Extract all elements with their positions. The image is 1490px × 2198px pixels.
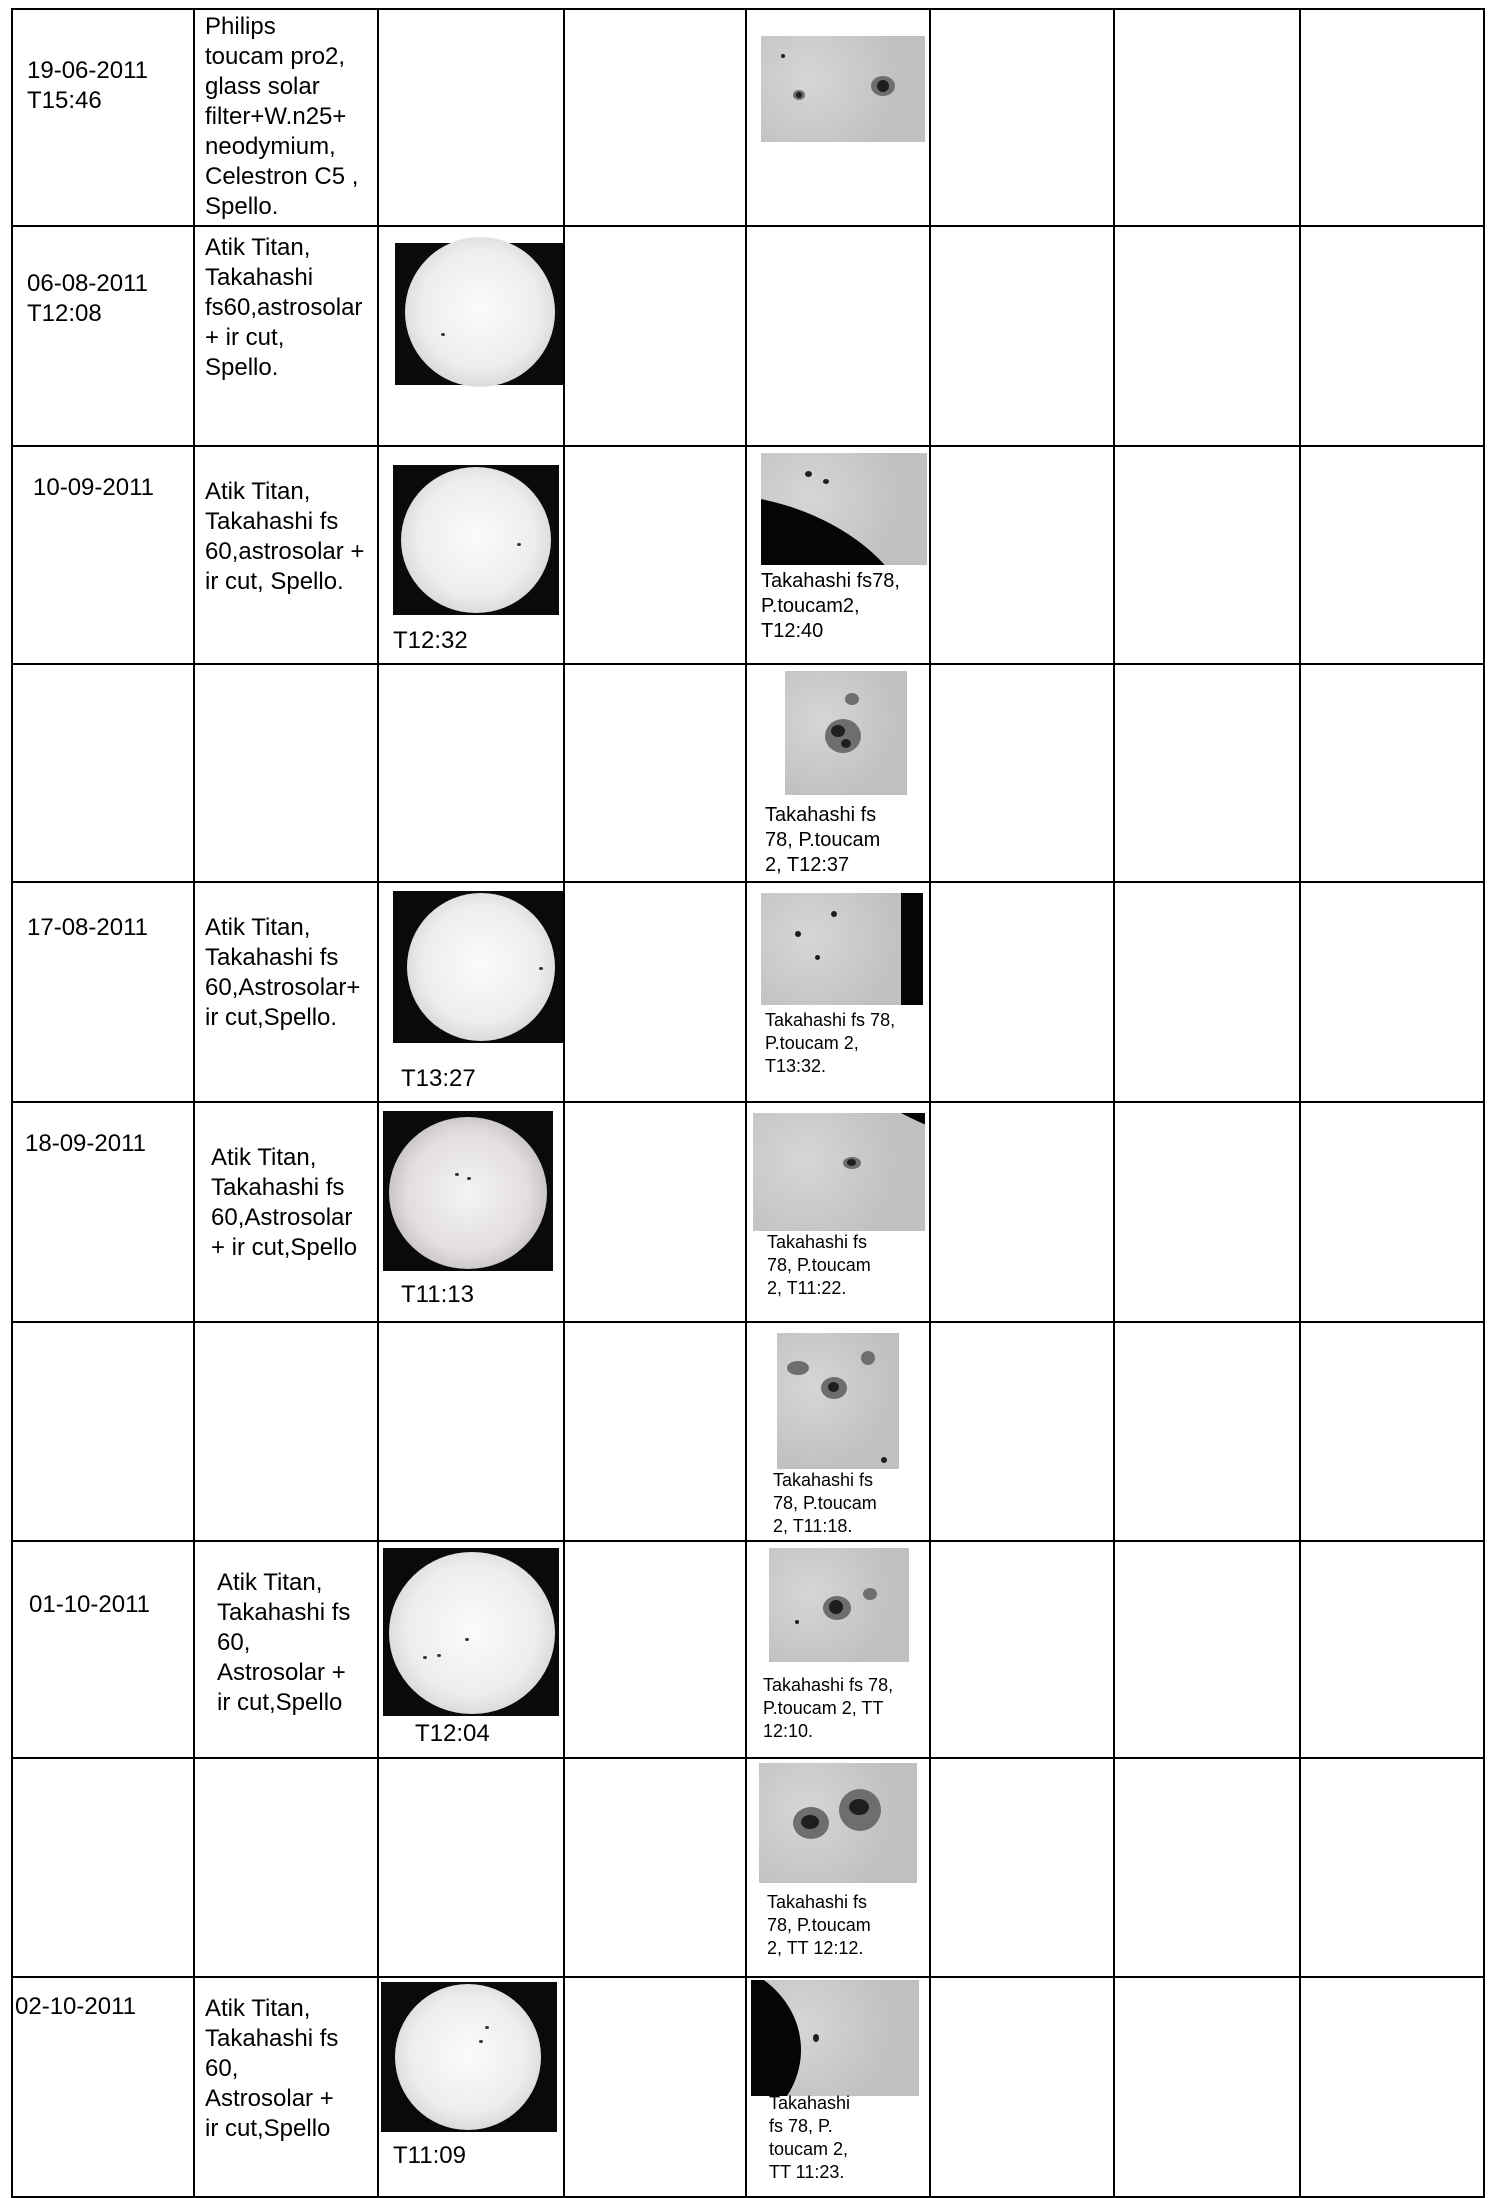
- fulldisk-time: T13:27: [401, 1065, 476, 1092]
- sunspot-closeup-photo: [761, 36, 925, 142]
- equipment-description: Atik Titan, Takahashi fs 60,Astrosolar +…: [211, 1144, 358, 1261]
- observation-date: 02-10-2011: [15, 1993, 136, 2020]
- fulldisk-time: T12:04: [415, 1720, 490, 1747]
- observation-date: 17-08-2011: [27, 914, 148, 941]
- sunspot-closeup-photo: [769, 1548, 909, 1662]
- equipment-description: Atik Titan, Takahashi fs 60,astrosolar +…: [205, 478, 365, 595]
- solar-full-disk-photo: [393, 465, 559, 615]
- detail-caption: Takahashi fs 78, P.toucam 2, TT 12:10.: [763, 1675, 894, 1741]
- solar-full-disk-photo: [383, 1111, 553, 1271]
- sunspot-closeup-photo: [753, 1113, 925, 1231]
- sunspot-closeup-photo: [761, 453, 927, 565]
- table-row: Takahashi fs 78, P.toucam 2, T12:37: [11, 663, 1485, 883]
- table-row: 10-09-2011 Atik Titan, Takahashi fs 60,a…: [11, 445, 1485, 665]
- detail-caption: Takahashi fs 78, P.toucam 2, T13:32.: [765, 1010, 896, 1076]
- table-row: 18-09-2011 Atik Titan, Takahashi fs 60,A…: [11, 1101, 1485, 1323]
- table-row: 17-08-2011 Atik Titan, Takahashi fs 60,A…: [11, 881, 1485, 1103]
- observation-date: 06-08-2011 T12:08: [27, 270, 148, 327]
- equipment-description: Atik Titan, Takahashi fs 60, Astrosolar …: [205, 1995, 339, 2142]
- fulldisk-time: T11:09: [393, 2142, 466, 2169]
- table-row: 06-08-2011 T12:08 Atik Titan, Takahashi …: [11, 225, 1485, 447]
- equipment-description: Atik Titan, Takahashi fs 60,Astrosolar+ …: [205, 914, 361, 1031]
- sunspot-closeup-photo: [761, 893, 923, 1005]
- sunspot-closeup-photo: [785, 671, 907, 795]
- equipment-description: Philips toucam pro2, glass solar filter+…: [205, 13, 359, 220]
- fulldisk-time: T12:32: [393, 627, 468, 654]
- sunspot-closeup-photo: [777, 1333, 899, 1469]
- observation-date: 01-10-2011: [29, 1591, 150, 1618]
- observation-date: 18-09-2011: [25, 1130, 146, 1157]
- solar-full-disk-photo: [383, 1548, 559, 1716]
- detail-caption: Takahashi fs 78, P.toucam 2, T11:22.: [767, 1232, 871, 1298]
- detail-caption: Takahashi fs 78, P.toucam 2, TT 12:12.: [767, 1892, 871, 1958]
- solar-full-disk-photo: [395, 237, 562, 387]
- observation-log-table: 19-06-2011 T15:46 Philips toucam pro2, g…: [11, 8, 1485, 2198]
- table-row: Takahashi fs 78, P.toucam 2, TT 12:12.: [11, 1757, 1485, 1978]
- solar-full-disk-photo: [381, 1982, 557, 2132]
- equipment-description: Atik Titan, Takahashi fs 60, Astrosolar …: [217, 1569, 351, 1716]
- sunspot-closeup-photo: [751, 1980, 919, 2096]
- detail-caption: Takahashi fs78, P.toucam2, T12:40: [761, 570, 900, 642]
- observation-date: 19-06-2011 T15:46: [27, 57, 148, 114]
- observation-date: 10-09-2011: [33, 474, 154, 501]
- table-row: Takahashi fs 78, P.toucam 2, T11:18.: [11, 1321, 1485, 1542]
- detail-caption: Takahashi fs 78, P. toucam 2, TT 11:23.: [769, 2093, 851, 2182]
- sunspot-closeup-photo: [759, 1763, 917, 1883]
- detail-caption: Takahashi fs 78, P.toucam 2, T11:18.: [773, 1470, 877, 1536]
- table-row: 01-10-2011 Atik Titan, Takahashi fs 60, …: [11, 1540, 1485, 1759]
- table-row: 02-10-2011 Atik Titan, Takahashi fs 60, …: [11, 1976, 1485, 2198]
- fulldisk-time: T11:13: [401, 1281, 474, 1308]
- equipment-description: Atik Titan, Takahashi fs60,astrosolar + …: [205, 234, 363, 381]
- solar-full-disk-photo: [393, 891, 562, 1043]
- table-row: 19-06-2011 T15:46 Philips toucam pro2, g…: [11, 8, 1485, 227]
- detail-caption: Takahashi fs 78, P.toucam 2, T12:37: [765, 804, 881, 876]
